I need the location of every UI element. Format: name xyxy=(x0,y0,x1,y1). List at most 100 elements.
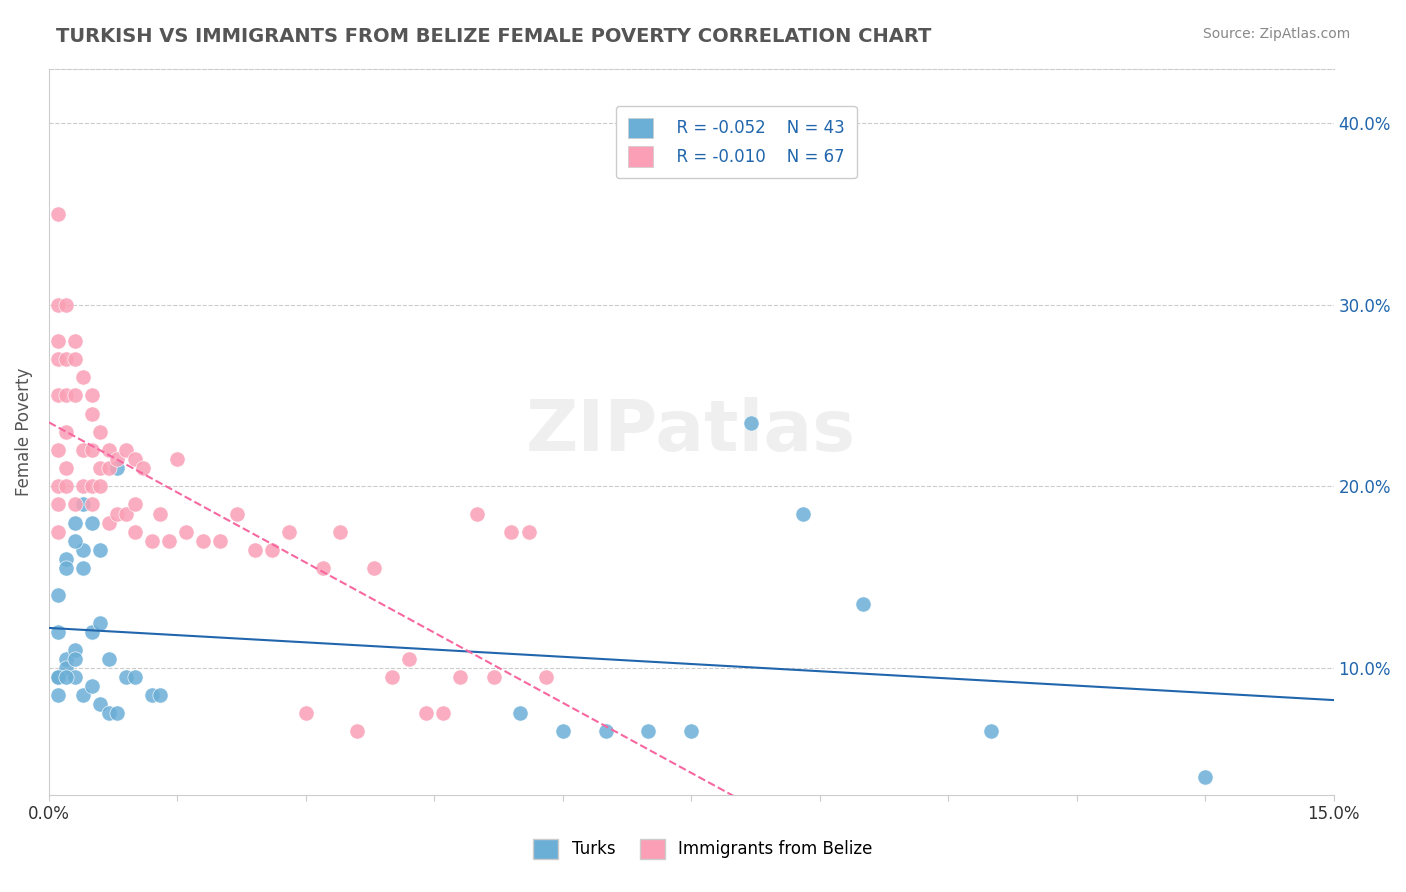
Point xyxy=(80,407,103,421)
Point xyxy=(55,561,77,575)
Point xyxy=(89,542,111,557)
Point xyxy=(63,516,86,530)
Point xyxy=(55,425,77,439)
Point xyxy=(55,388,77,402)
Point xyxy=(226,507,249,521)
Point xyxy=(509,706,531,721)
Point xyxy=(80,624,103,639)
Point xyxy=(551,724,574,739)
Point xyxy=(1194,770,1216,784)
Text: Source: ZipAtlas.com: Source: ZipAtlas.com xyxy=(1202,27,1350,41)
Point xyxy=(157,533,180,548)
Point xyxy=(97,652,120,666)
Point xyxy=(346,724,368,739)
Legend: Turks, Immigrants from Belize: Turks, Immigrants from Belize xyxy=(526,832,880,866)
Point xyxy=(174,524,197,539)
Point xyxy=(312,561,335,575)
Point xyxy=(55,352,77,367)
Point xyxy=(46,524,69,539)
Point xyxy=(89,615,111,630)
Point xyxy=(852,598,875,612)
Point xyxy=(46,442,69,457)
Point xyxy=(72,370,94,384)
Point xyxy=(72,479,94,493)
Text: TURKISH VS IMMIGRANTS FROM BELIZE FEMALE POVERTY CORRELATION CHART: TURKISH VS IMMIGRANTS FROM BELIZE FEMALE… xyxy=(56,27,932,45)
Point xyxy=(89,425,111,439)
Point xyxy=(72,688,94,702)
Point xyxy=(80,442,103,457)
Point xyxy=(124,498,146,512)
Point xyxy=(55,461,77,475)
Point xyxy=(72,561,94,575)
Point xyxy=(115,670,138,684)
Point xyxy=(55,652,77,666)
Point xyxy=(124,524,146,539)
Point xyxy=(63,388,86,402)
Point xyxy=(398,652,420,666)
Point xyxy=(141,533,163,548)
Point xyxy=(107,507,129,521)
Point xyxy=(55,552,77,566)
Point xyxy=(97,706,120,721)
Point xyxy=(380,670,402,684)
Point xyxy=(46,688,69,702)
Point xyxy=(72,442,94,457)
Point xyxy=(97,461,120,475)
Point xyxy=(63,670,86,684)
Point xyxy=(501,524,523,539)
Point xyxy=(449,670,471,684)
Point xyxy=(107,706,129,721)
Point xyxy=(55,661,77,675)
Point xyxy=(980,724,1002,739)
Y-axis label: Female Poverty: Female Poverty xyxy=(15,368,32,496)
Point xyxy=(46,298,69,312)
Point xyxy=(97,516,120,530)
Point xyxy=(295,706,318,721)
Point xyxy=(63,334,86,348)
Point xyxy=(484,670,506,684)
Point xyxy=(595,724,617,739)
Point xyxy=(63,533,86,548)
Point xyxy=(124,670,146,684)
Point xyxy=(46,388,69,402)
Point xyxy=(80,479,103,493)
Point xyxy=(63,652,86,666)
Point xyxy=(115,442,138,457)
Point xyxy=(517,524,540,539)
Text: ZIPatlas: ZIPatlas xyxy=(526,397,856,467)
Point xyxy=(46,352,69,367)
Point xyxy=(115,507,138,521)
Point xyxy=(46,334,69,348)
Point xyxy=(72,542,94,557)
Point xyxy=(465,507,488,521)
Point xyxy=(260,542,283,557)
Point xyxy=(534,670,557,684)
Point xyxy=(637,724,659,739)
Point xyxy=(46,588,69,602)
Point xyxy=(149,688,172,702)
Point xyxy=(166,452,188,467)
Point xyxy=(432,706,454,721)
Point xyxy=(46,207,69,221)
Point xyxy=(55,298,77,312)
Point xyxy=(89,461,111,475)
Point xyxy=(681,724,703,739)
Legend:   R = -0.052    N = 43,   R = -0.010    N = 67: R = -0.052 N = 43, R = -0.010 N = 67 xyxy=(616,106,856,178)
Point xyxy=(329,524,352,539)
Point xyxy=(80,498,103,512)
Point xyxy=(46,670,69,684)
Point xyxy=(740,416,762,430)
Point xyxy=(149,507,172,521)
Point xyxy=(46,670,69,684)
Point xyxy=(191,533,214,548)
Point xyxy=(80,516,103,530)
Point xyxy=(141,688,163,702)
Point xyxy=(107,461,129,475)
Point xyxy=(277,524,299,539)
Point xyxy=(243,542,266,557)
Point xyxy=(89,479,111,493)
Point xyxy=(46,498,69,512)
Point xyxy=(80,388,103,402)
Point xyxy=(97,442,120,457)
Point xyxy=(363,561,385,575)
